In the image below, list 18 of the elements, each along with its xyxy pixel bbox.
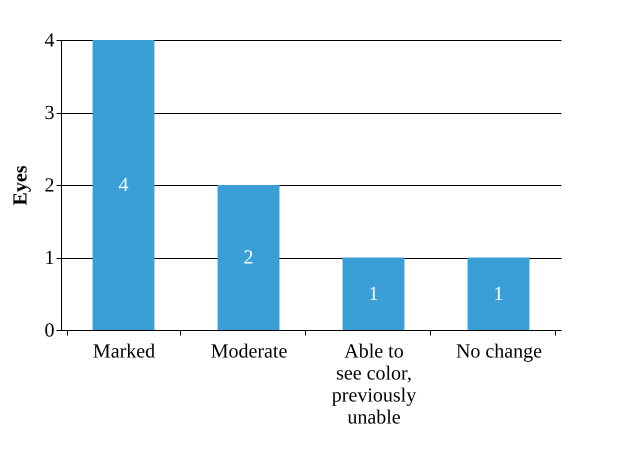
- data-label: 1: [494, 282, 504, 305]
- x-tick-label: Able to see color, previously unable: [332, 340, 416, 428]
- data-label: 1: [368, 282, 378, 305]
- bar: [468, 258, 530, 330]
- y-tick-label: 3: [44, 102, 54, 124]
- data-label: 2: [244, 246, 254, 268]
- x-tick-label: Moderate: [210, 340, 288, 362]
- y-tick-label: 1: [44, 247, 54, 269]
- y-tick-label: 4: [44, 30, 54, 52]
- bar: [92, 40, 154, 330]
- y-tick-label: 0: [44, 320, 54, 342]
- y-axis-title: Eyes: [10, 165, 32, 206]
- x-tick-label: Marked: [92, 340, 156, 362]
- bar: [342, 258, 404, 330]
- data-label: 4: [118, 174, 128, 196]
- x-tick-label: No change: [456, 340, 542, 362]
- y-tick-label: 2: [44, 174, 54, 196]
- bar: [218, 185, 280, 330]
